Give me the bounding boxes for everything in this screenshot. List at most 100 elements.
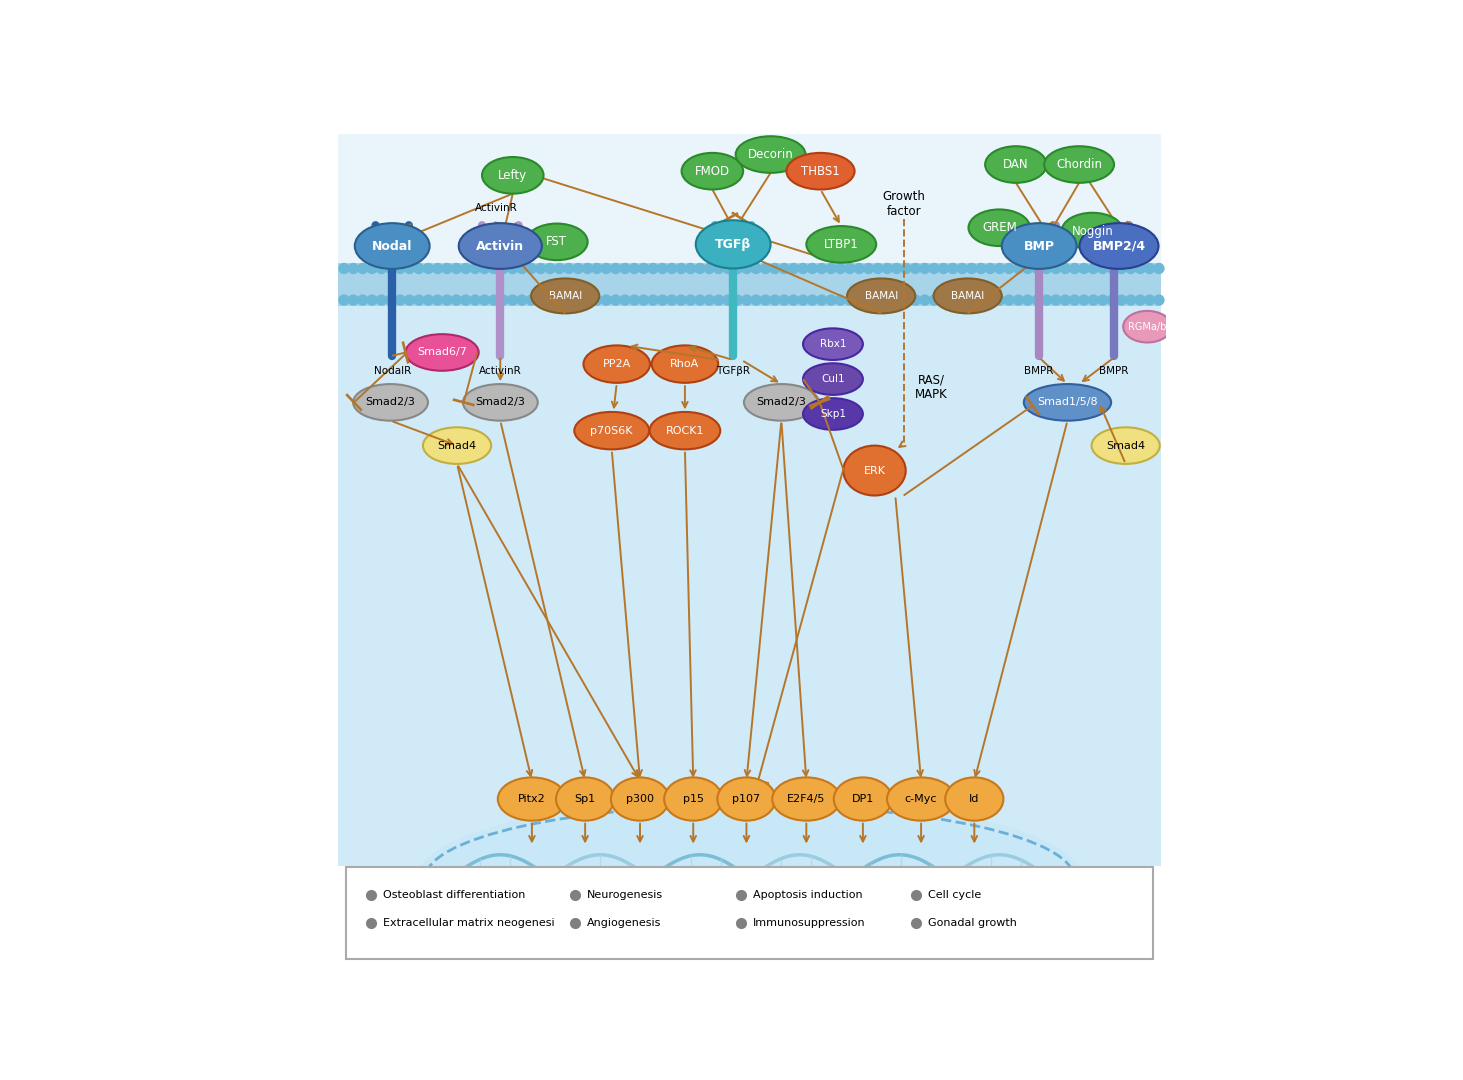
Circle shape bbox=[489, 295, 499, 305]
Circle shape bbox=[1144, 295, 1154, 305]
Circle shape bbox=[527, 264, 537, 273]
Circle shape bbox=[714, 295, 724, 305]
Circle shape bbox=[499, 295, 508, 305]
Text: GREM: GREM bbox=[982, 221, 1017, 234]
Circle shape bbox=[863, 264, 873, 273]
Circle shape bbox=[639, 264, 648, 273]
Ellipse shape bbox=[651, 346, 718, 382]
Text: FST: FST bbox=[546, 235, 568, 248]
Ellipse shape bbox=[462, 384, 538, 420]
Ellipse shape bbox=[985, 146, 1046, 183]
Circle shape bbox=[751, 295, 761, 305]
Text: DP1: DP1 bbox=[851, 794, 873, 804]
Circle shape bbox=[920, 295, 930, 305]
Circle shape bbox=[1135, 295, 1146, 305]
FancyBboxPatch shape bbox=[338, 134, 1162, 262]
Ellipse shape bbox=[459, 224, 541, 269]
Ellipse shape bbox=[745, 384, 819, 420]
Circle shape bbox=[891, 264, 901, 273]
Circle shape bbox=[386, 264, 396, 273]
Circle shape bbox=[554, 264, 565, 273]
Ellipse shape bbox=[736, 136, 806, 173]
Ellipse shape bbox=[682, 153, 743, 189]
Circle shape bbox=[1042, 295, 1052, 305]
Text: BMPR: BMPR bbox=[1024, 366, 1053, 376]
Text: RhoA: RhoA bbox=[670, 360, 699, 369]
Ellipse shape bbox=[696, 220, 771, 269]
Circle shape bbox=[610, 295, 620, 305]
Text: Apoptosis induction: Apoptosis induction bbox=[753, 890, 863, 900]
Text: Growth
factor: Growth factor bbox=[882, 190, 925, 218]
Circle shape bbox=[901, 295, 911, 305]
Circle shape bbox=[882, 295, 892, 305]
Circle shape bbox=[1097, 264, 1107, 273]
Circle shape bbox=[339, 295, 350, 305]
Circle shape bbox=[657, 264, 667, 273]
Circle shape bbox=[1154, 264, 1165, 273]
Circle shape bbox=[882, 264, 892, 273]
Ellipse shape bbox=[945, 778, 1004, 821]
Circle shape bbox=[442, 264, 452, 273]
Circle shape bbox=[423, 295, 433, 305]
Ellipse shape bbox=[527, 224, 588, 260]
Text: Smad2/3: Smad2/3 bbox=[756, 397, 806, 407]
Circle shape bbox=[648, 295, 658, 305]
Ellipse shape bbox=[575, 411, 650, 449]
Circle shape bbox=[1080, 295, 1088, 305]
Circle shape bbox=[452, 264, 461, 273]
Circle shape bbox=[1069, 295, 1080, 305]
Circle shape bbox=[1127, 264, 1135, 273]
Circle shape bbox=[442, 295, 452, 305]
Circle shape bbox=[1107, 295, 1118, 305]
Text: TGFβR: TGFβR bbox=[717, 366, 751, 376]
Circle shape bbox=[1127, 295, 1135, 305]
Circle shape bbox=[1107, 264, 1118, 273]
Circle shape bbox=[1023, 295, 1033, 305]
Circle shape bbox=[995, 264, 1005, 273]
Circle shape bbox=[629, 295, 639, 305]
Circle shape bbox=[827, 264, 835, 273]
Circle shape bbox=[1088, 295, 1099, 305]
Ellipse shape bbox=[803, 399, 863, 430]
Text: Smad2/3: Smad2/3 bbox=[366, 397, 415, 407]
Circle shape bbox=[601, 264, 612, 273]
Circle shape bbox=[844, 264, 854, 273]
Circle shape bbox=[761, 295, 771, 305]
Ellipse shape bbox=[772, 778, 840, 821]
Text: Smad1/5/8: Smad1/5/8 bbox=[1037, 397, 1097, 407]
Ellipse shape bbox=[834, 778, 892, 821]
Circle shape bbox=[835, 264, 846, 273]
Circle shape bbox=[967, 295, 977, 305]
Circle shape bbox=[929, 295, 939, 305]
Circle shape bbox=[986, 295, 995, 305]
Text: Rbx1: Rbx1 bbox=[819, 339, 846, 349]
Text: LTBP1: LTBP1 bbox=[824, 238, 859, 251]
Text: Smad4: Smad4 bbox=[1106, 441, 1146, 450]
Text: Immunosuppression: Immunosuppression bbox=[753, 918, 866, 928]
Circle shape bbox=[582, 264, 593, 273]
Circle shape bbox=[358, 295, 367, 305]
Circle shape bbox=[873, 264, 882, 273]
Circle shape bbox=[620, 295, 631, 305]
Circle shape bbox=[704, 264, 714, 273]
Text: p70S6K: p70S6K bbox=[591, 426, 633, 435]
Ellipse shape bbox=[1124, 311, 1172, 342]
Circle shape bbox=[339, 264, 350, 273]
Text: Cul1: Cul1 bbox=[821, 374, 844, 384]
Circle shape bbox=[452, 295, 461, 305]
Circle shape bbox=[582, 295, 593, 305]
Ellipse shape bbox=[787, 153, 854, 189]
Circle shape bbox=[554, 295, 565, 305]
Circle shape bbox=[414, 264, 424, 273]
Text: BAMAI: BAMAI bbox=[951, 291, 985, 301]
Circle shape bbox=[789, 295, 799, 305]
Circle shape bbox=[1080, 264, 1088, 273]
FancyBboxPatch shape bbox=[338, 262, 1162, 306]
Circle shape bbox=[920, 264, 930, 273]
Ellipse shape bbox=[1002, 224, 1077, 269]
Circle shape bbox=[546, 264, 554, 273]
Ellipse shape bbox=[423, 428, 492, 464]
Circle shape bbox=[433, 295, 443, 305]
Circle shape bbox=[770, 295, 780, 305]
Text: Skp1: Skp1 bbox=[819, 409, 846, 419]
